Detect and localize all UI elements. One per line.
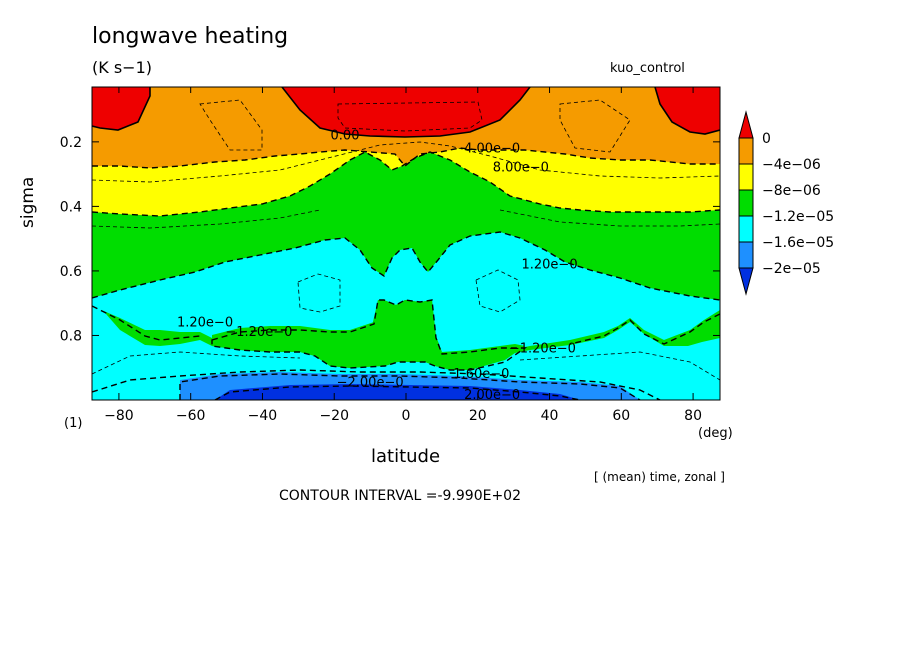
x-tick-label: 0 xyxy=(402,408,411,424)
contour-label: 0.00 xyxy=(331,128,360,143)
colorbar-box xyxy=(738,137,754,165)
colorbar-arrow-bottom xyxy=(738,267,754,296)
x-axis-label: latitude xyxy=(371,446,441,467)
contour-label: −1.20e−0 xyxy=(509,341,576,356)
colorbar-box xyxy=(738,163,754,191)
colorbar-label: 0 xyxy=(762,131,771,147)
colorbar-label: −1.6e−05 xyxy=(762,235,834,251)
experiment-label: kuo_control xyxy=(610,61,685,76)
band-red-right xyxy=(655,87,720,134)
contour-label: 1.20e−0 xyxy=(177,316,233,331)
contour-yellow-green xyxy=(92,151,720,217)
contour-interval-label: CONTOUR INTERVAL =-9.990E+02 xyxy=(279,488,521,504)
contour-label: 8.00e−0 xyxy=(493,161,549,176)
x-tick-label: −80 xyxy=(104,408,134,424)
contour-labels: 0.004.00e−08.00e−01.20e−01.20e−0−1.20e−0… xyxy=(177,128,578,403)
band-darkblue xyxy=(215,384,580,400)
x-tick-label: 20 xyxy=(469,408,487,424)
colorbar-arrow-top xyxy=(738,110,754,139)
colorbar-box xyxy=(738,241,754,269)
contour-label: 1.60e−0 xyxy=(453,367,509,382)
contour-thin-cyan-right xyxy=(475,269,521,313)
contour-label: −2.00e−0 xyxy=(337,375,404,390)
contour-right-green xyxy=(569,313,720,345)
y-tick-label: 0.2 xyxy=(60,135,82,151)
contour-plot xyxy=(92,87,720,400)
contour-green-cyan xyxy=(92,231,720,301)
x-axis: −80 −60 −40 −20 0 20 40 60 80 xyxy=(104,87,702,424)
contour-label: 2.00e−0 xyxy=(464,388,520,403)
contour-label: −1.20e−0 xyxy=(225,325,292,340)
y-level-note: (1) xyxy=(64,416,83,431)
x-tick-label: −20 xyxy=(319,408,349,424)
aggregation-label: [ (mean) time, zonal ] xyxy=(594,470,725,484)
contour-zero-left xyxy=(92,87,151,131)
y-axis: 0.2 0.4 0.6 0.8 xyxy=(60,135,720,344)
x-unit-label: (deg) xyxy=(698,426,733,441)
contour-thin-cyan-left xyxy=(297,273,341,313)
band-red-left xyxy=(92,87,150,130)
contour-blue-3 xyxy=(214,385,581,400)
contour-lower-green xyxy=(211,299,528,371)
y-tick-label: 0.4 xyxy=(60,199,82,215)
contour-thin-cyan-bottom xyxy=(92,351,720,381)
chart-title: longwave heating xyxy=(92,24,289,49)
contour-lines xyxy=(92,87,720,400)
contour-label: 4.00e−0 xyxy=(464,141,520,156)
contour-zero-center xyxy=(281,87,531,138)
contour-orange-yellow xyxy=(92,147,720,169)
colorbar: 0 −4e−06 −8e−06 −1.2e−05 −1.6e−05 −2e−05 xyxy=(738,110,834,296)
contour-zero-right xyxy=(654,87,720,135)
x-tick-label: 60 xyxy=(612,408,630,424)
contour-thin-orange-right xyxy=(559,99,631,153)
colorbar-box xyxy=(738,215,754,243)
units-label: (K s−1) xyxy=(92,58,152,77)
colorbar-label: −1.2e−05 xyxy=(762,209,834,225)
y-axis-label: sigma xyxy=(18,176,38,228)
x-tick-label: 40 xyxy=(541,408,559,424)
band-cyan-bottomleft xyxy=(92,370,130,398)
contour-thin-yellow xyxy=(92,141,720,183)
x-tick-label: −40 xyxy=(248,408,278,424)
colorbar-label: −8e−06 xyxy=(762,183,821,199)
contour-thin-green xyxy=(92,209,720,229)
y-tick-label: 0.8 xyxy=(60,328,82,344)
contour-blue-2 xyxy=(179,373,641,400)
band-green-lower xyxy=(212,300,525,370)
colorbar-box xyxy=(738,189,754,217)
colorbar-label: −4e−06 xyxy=(762,157,821,173)
x-tick-label: 80 xyxy=(684,408,702,424)
colorbar-label: −2e−05 xyxy=(762,261,821,277)
contour-blue-1 xyxy=(92,369,661,400)
band-red-center xyxy=(282,87,530,137)
contour-label: 1.20e−0 xyxy=(521,257,577,272)
x-tick-label: −60 xyxy=(176,408,206,424)
contour-thin-red xyxy=(337,101,483,132)
y-tick-label: 0.6 xyxy=(60,264,82,280)
